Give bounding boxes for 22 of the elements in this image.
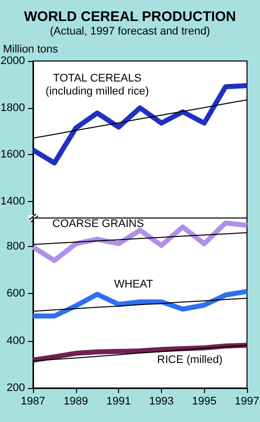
y-tick-label: 1800	[0, 102, 25, 114]
x-tick-label: 1997	[234, 396, 260, 408]
x-tick-label: 1987	[20, 396, 46, 408]
series-label: WHEAT	[114, 278, 154, 291]
x-tick-label: 1991	[106, 396, 131, 408]
x-tick-label: 1995	[192, 396, 216, 408]
y-tick-label: 400	[6, 334, 25, 347]
y-tick-label: 2000	[0, 55, 25, 67]
y-tick-label: 200	[6, 382, 25, 394]
x-tick-label: 1989	[64, 396, 88, 408]
y-axis-title: Million tons	[3, 44, 59, 56]
chart-title: WORLD CEREAL PRODUCTION	[24, 8, 236, 24]
chart-subtitle: (Actual, 1997 forecast and trend)	[50, 26, 210, 38]
annotation: (including milled rice)	[46, 86, 149, 98]
y-tick-label: 1400	[0, 196, 25, 208]
y-tick-label: 800	[6, 240, 25, 252]
y-tick-label: 1600	[0, 148, 25, 161]
series-label: COARSE GRAINS	[52, 218, 144, 230]
text: TOTAL CEREALS	[52, 72, 142, 85]
series-label: RICE (milled)	[157, 354, 223, 366]
y-tick-label: 600	[6, 288, 25, 300]
x-tick-label: 1993	[149, 396, 174, 408]
